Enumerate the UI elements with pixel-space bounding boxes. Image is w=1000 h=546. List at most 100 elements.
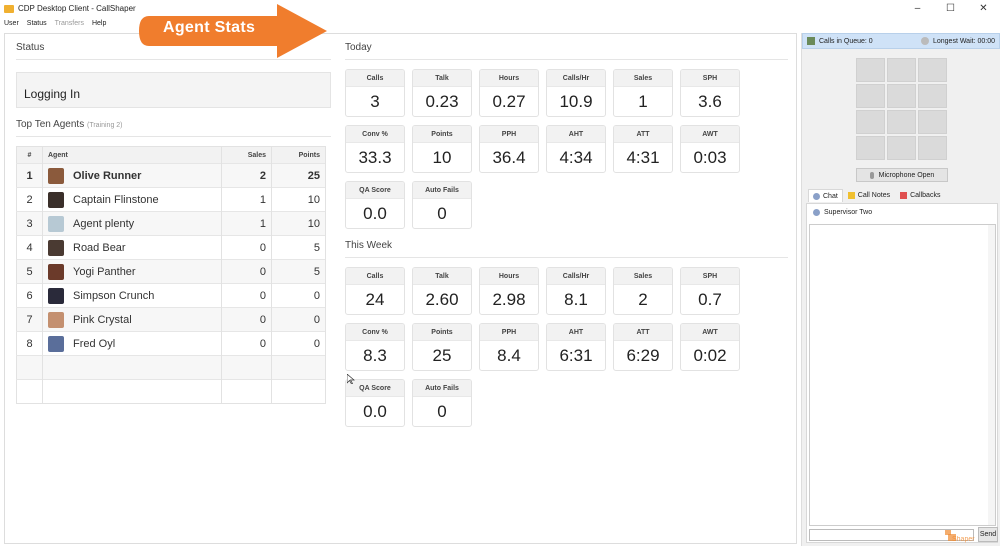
avatar [48, 287, 64, 304]
sidebar-tabs: Chat Call Notes Callbacks [808, 189, 945, 202]
stat-value: 2.98 [492, 290, 526, 309]
agent-points: 0 [271, 331, 326, 356]
agent-name-cell: Olive Runner [42, 163, 222, 188]
stat-value: 0:02 [693, 346, 727, 365]
stat-value: 8.1 [564, 290, 588, 309]
microphone-button[interactable]: Microphone Open [856, 168, 948, 182]
stat-value: 0:03 [693, 148, 727, 167]
top-ten-title: Top Ten Agents [16, 119, 85, 130]
stat-card: Hours 0.27 [479, 69, 539, 117]
key-9[interactable] [918, 110, 947, 134]
microphone-icon [869, 171, 874, 179]
left-column: Status Logging In Top Ten Agents (Traini… [16, 42, 331, 404]
stat-label: Sales [614, 268, 672, 285]
table-row[interactable]: 2 Captain Flinstone 1 10 [16, 187, 326, 212]
queue-status-bar: Calls in Queue: 0 Longest Wait: 00:00 [802, 33, 1000, 49]
table-row[interactable]: 4 Road Bear 0 5 [16, 235, 326, 260]
key-5[interactable] [887, 84, 916, 108]
maximize-button[interactable]: ☐ [946, 3, 955, 14]
agent-rank: 1 [16, 163, 43, 188]
key-3[interactable] [918, 58, 947, 82]
agent-rank: 3 [16, 211, 43, 236]
menu-bar: User Status Transfers Help [0, 17, 114, 29]
key-8[interactable] [887, 110, 916, 134]
key-2[interactable] [887, 58, 916, 82]
table-row[interactable]: 7 Pink Crystal 0 0 [16, 307, 326, 332]
status-heading: Status [16, 42, 331, 60]
col-sales: Sales [221, 146, 272, 164]
table-row[interactable]: 1 Olive Runner 2 25 [16, 163, 326, 188]
agent-name: Simpson Crunch [73, 289, 155, 302]
stat-label: Hours [480, 268, 538, 285]
microphone-label: Microphone Open [878, 171, 935, 179]
menu-user[interactable]: User [4, 19, 19, 27]
tab-chat[interactable]: Chat [808, 189, 843, 202]
tab-call-notes[interactable]: Call Notes [843, 189, 895, 202]
key-star[interactable] [856, 136, 885, 160]
stat-card: Hours 2.98 [479, 267, 539, 315]
stat-value: 10.9 [559, 92, 593, 111]
send-button[interactable]: Send [978, 527, 998, 542]
stat-value: 24 [365, 290, 385, 309]
notes-icon [847, 192, 855, 199]
key-hash[interactable] [918, 136, 947, 160]
table-row[interactable] [16, 355, 326, 380]
week-heading: This Week [345, 240, 788, 258]
chat-scrollbar[interactable] [988, 225, 995, 525]
key-7[interactable] [856, 110, 885, 134]
user-icon [813, 192, 820, 200]
key-4[interactable] [856, 84, 885, 108]
agent-sales: 0 [221, 331, 272, 356]
key-1[interactable] [856, 58, 885, 82]
avatar [48, 167, 64, 184]
table-row[interactable]: 3 Agent plenty 1 10 [16, 211, 326, 236]
calls-in-queue: Calls in Queue: 0 [819, 37, 873, 45]
key-0[interactable] [887, 136, 916, 160]
stat-label: AHT [547, 324, 605, 341]
status-display[interactable]: Logging In [16, 72, 331, 108]
stat-value: 36.4 [492, 148, 526, 167]
chat-contact[interactable]: Supervisor Two [807, 204, 997, 221]
agent-rank: 8 [16, 331, 43, 356]
agent-name-cell: Fred Oyl [42, 331, 222, 356]
agent-name: Road Bear [73, 241, 126, 254]
close-button[interactable]: ✕ [979, 3, 988, 14]
agent-sales: 0 [221, 307, 272, 332]
stat-card: Calls 3 [345, 69, 405, 117]
stats-column: Today Calls 3 Talk 0.23 Hours 0.27 Calls/Hr 10.… [345, 42, 788, 435]
today-heading: Today [345, 42, 788, 60]
stat-value: 1 [638, 92, 648, 111]
minimize-button[interactable]: – [914, 3, 921, 14]
table-row[interactable]: 6 Simpson Crunch 0 0 [16, 283, 326, 308]
status-value: Logging In [24, 87, 81, 101]
agent-sales: 1 [221, 187, 272, 212]
menu-help[interactable]: Help [91, 19, 107, 27]
top-ten-heading: Top Ten Agents (Training 2) [16, 119, 331, 137]
stat-value: 0.7 [698, 290, 722, 309]
stat-card: SPH 3.6 [680, 69, 740, 117]
stat-label: Calls [346, 268, 404, 285]
stat-value: 10 [432, 148, 452, 167]
tab-callbacks[interactable]: Callbacks [895, 189, 945, 202]
stat-card: Talk 0.23 [412, 69, 472, 117]
stat-label: Conv % [346, 126, 404, 143]
today-stats-grid: Calls 3 Talk 0.23 Hours 0.27 Calls/Hr 10.9 Sales… [345, 69, 755, 237]
queue-stack-icon [807, 37, 815, 45]
table-row[interactable]: 5 Yogi Panther 0 5 [16, 259, 326, 284]
agent-name-cell: Yogi Panther [42, 259, 222, 284]
menu-status[interactable]: Status [26, 19, 47, 27]
agent-points: 10 [271, 211, 326, 236]
avatar [48, 263, 64, 280]
agent-sales [221, 355, 272, 380]
stat-value: 8.3 [363, 346, 387, 365]
stat-label: Calls/Hr [547, 70, 605, 87]
table-row[interactable] [16, 379, 326, 404]
agent-name-cell: Road Bear [42, 235, 222, 260]
agent-points: 0 [271, 283, 326, 308]
chat-log [809, 224, 996, 526]
key-6[interactable] [918, 84, 947, 108]
agent-rank: 4 [16, 235, 43, 260]
chat-message-input[interactable] [809, 529, 974, 541]
table-row[interactable]: 8 Fred Oyl 0 0 [16, 331, 326, 356]
top-ten-subtitle: (Training 2) [86, 122, 123, 129]
